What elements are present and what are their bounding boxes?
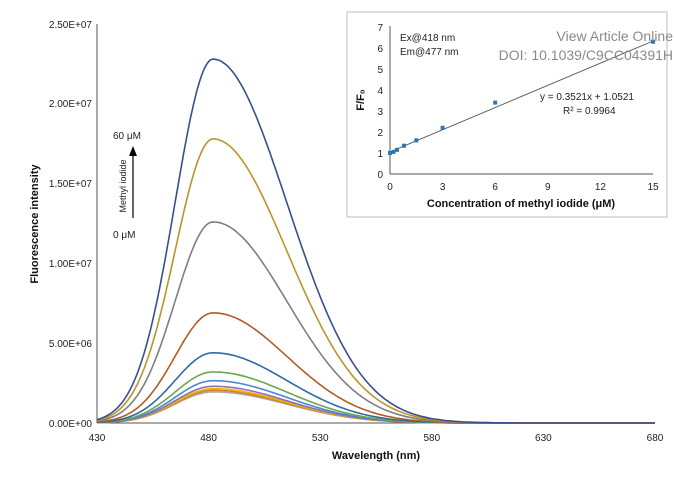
inset-data-point <box>391 149 396 154</box>
inset-data-point <box>440 125 445 130</box>
main-x-tick-label: 530 <box>312 433 329 444</box>
watermark-doi: DOI: 10.1039/C9CC04391H <box>499 47 673 63</box>
inset-x-tick-label: 15 <box>647 182 659 193</box>
inset-x-axis-title: Concentration of methyl iodide (μM) <box>427 198 616 210</box>
main-y-axis-title: Fluorescence intensity <box>29 164 41 284</box>
inset-data-point <box>395 147 399 152</box>
inset-x-ticks: 0 3 6 9 12 15 <box>387 182 659 193</box>
spectrum-line <box>96 58 655 424</box>
main-x-axis-title: Wavelength (nm) <box>332 450 421 462</box>
main-x-tick-label: 580 <box>423 433 440 444</box>
inset-y-tick-label: 0 <box>377 170 383 181</box>
main-y-ticks: 0.00E+00 5.00E+06 1.00E+07 1.50E+07 2.00… <box>49 20 93 430</box>
inset-data-point <box>651 39 655 44</box>
inset-data-point <box>414 138 419 143</box>
inset-y-tick-label: 5 <box>377 65 383 76</box>
inset-x-tick-label: 12 <box>595 182 607 193</box>
main-y-tick-label: 1.50E+07 <box>49 179 93 190</box>
main-y-tick-label: 2.00E+07 <box>49 99 93 110</box>
inset-data-point <box>402 143 406 148</box>
annotation-bottom-label: 0 μM <box>113 230 135 241</box>
inset-fit-line <box>389 40 654 153</box>
main-y-tick-label: 5.00E+06 <box>49 339 93 350</box>
main-y-tick-label: 2.50E+07 <box>49 20 93 31</box>
inset-equation: y = 0.3521x + 1.0521 <box>540 92 634 103</box>
inset-emission-note: Em@477 nm <box>400 47 459 58</box>
inset-x-tick-label: 0 <box>387 182 393 193</box>
inset-y-ticks: 0 1 2 3 4 5 6 7 <box>377 23 383 181</box>
annotation-top-label: 60 μM <box>113 131 141 142</box>
inset-points <box>388 39 655 155</box>
annotation-arrow-head <box>129 146 137 156</box>
inset-data-point <box>388 151 392 155</box>
main-x-tick-label: 480 <box>200 433 217 444</box>
inset-x-tick-label: 6 <box>492 182 498 193</box>
inset-data-point <box>493 100 498 105</box>
inset-chart: 0 1 2 3 4 5 6 7 0 3 6 9 12 15 Concentrat… <box>355 23 659 210</box>
main-x-tick-label: 680 <box>647 433 664 444</box>
inset-y-tick-label: 2 <box>377 128 383 139</box>
inset-fit-line-group <box>389 40 654 153</box>
inset-x-tick-label: 9 <box>545 182 551 193</box>
inset-y-axis-title: F/F₀ <box>355 89 367 110</box>
main-y-tick-label: 1.00E+07 <box>49 259 93 270</box>
inset-frame <box>346 11 668 218</box>
annotation-label: Methyl iodide <box>118 159 128 212</box>
concentration-annotation: 60 μM Methyl iodide 0 μM <box>113 131 141 241</box>
main-x-ticks: 430 480 530 580 630 680 <box>89 433 664 444</box>
inset-x-tick-label: 3 <box>440 182 446 193</box>
inset-y-tick-label: 3 <box>377 107 383 118</box>
watermark-view-article: View Article Online <box>557 28 674 44</box>
main-y-tick-label: 0.00E+00 <box>49 419 93 430</box>
inset-excitation-note: Ex@418 nm <box>400 33 455 44</box>
inset-y-tick-label: 4 <box>377 86 383 97</box>
spectra-series <box>96 58 655 424</box>
inset-y-tick-label: 7 <box>377 23 383 34</box>
inset-y-tick-label: 6 <box>377 44 383 55</box>
inset-r-squared: R² = 0.9964 <box>563 106 616 117</box>
main-x-tick-label: 630 <box>535 433 552 444</box>
main-x-tick-label: 430 <box>89 433 106 444</box>
inset-y-tick-label: 1 <box>377 149 383 160</box>
